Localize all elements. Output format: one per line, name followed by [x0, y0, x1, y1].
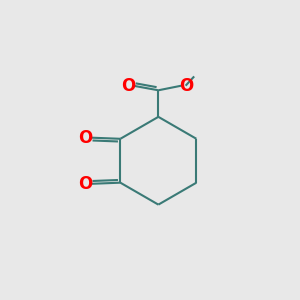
Text: O: O: [121, 77, 135, 95]
Text: O: O: [78, 129, 92, 147]
Text: O: O: [78, 175, 92, 193]
Text: O: O: [179, 77, 193, 95]
